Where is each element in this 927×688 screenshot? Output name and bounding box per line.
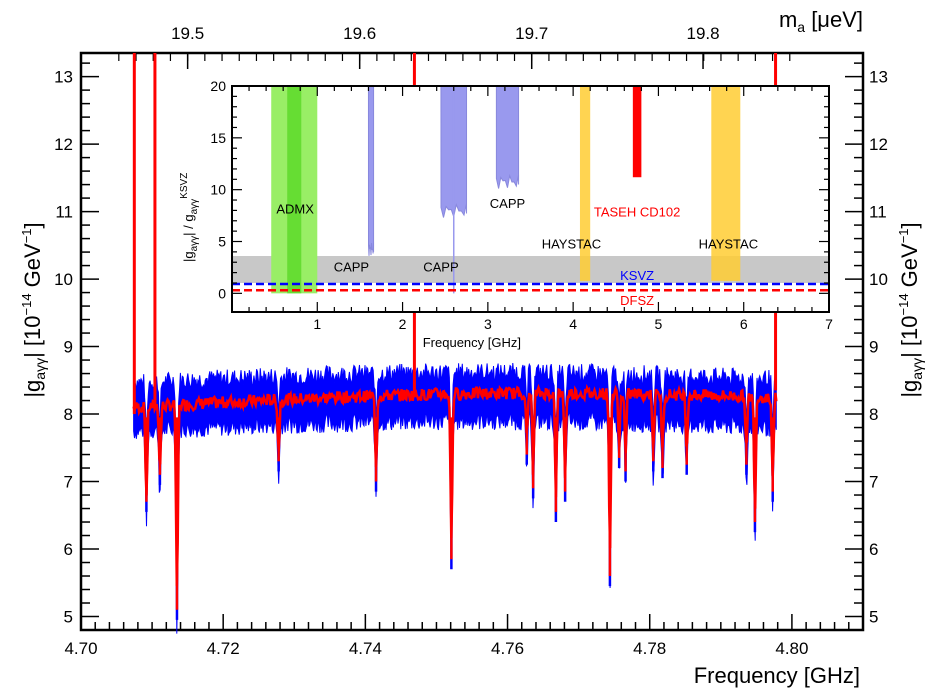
y-tick-label-right: 6 [869, 540, 878, 559]
capp-region [367, 85, 375, 256]
y-tick-label-right: 10 [869, 270, 888, 289]
inset-x-tick-label: 7 [825, 316, 833, 332]
right-axis-title: |gaγγ| [10−14 GeV−1] [896, 222, 925, 397]
y-tick-label-right: 7 [869, 473, 878, 492]
inset-x-tick-label: 1 [313, 316, 321, 332]
x-tick-label: 4.72 [207, 639, 240, 658]
inset-labels: ADMX CAPP CAPP CAPP HAYSTAC HAYSTAC TASEH CD10… [276, 196, 758, 308]
inset-region-label: ADMX [276, 201, 314, 216]
inset-y-tick-label: 5 [218, 234, 226, 250]
haystac-region [579, 86, 591, 281]
inset-x-tick-label: 5 [655, 316, 663, 332]
y-tick-label: 5 [64, 608, 73, 627]
y-tick-label: 10 [54, 270, 73, 289]
inset-region-label: HAYSTAC [542, 237, 601, 252]
inset-region-label: TASEH CD102 [594, 204, 680, 219]
left-axis-title: |gaγγ| [10−14 GeV−1] [19, 222, 48, 397]
inset-data [232, 85, 829, 294]
inset-x-tick-label: 3 [484, 316, 492, 332]
y-tick-label: 6 [64, 540, 73, 559]
top-tick-label: 19.5 [171, 24, 204, 43]
inset-y-tick-label: 10 [210, 182, 226, 198]
inset-y-tick-label: 0 [218, 285, 226, 301]
x-tick-label: 4.70 [64, 639, 97, 658]
inset-x-axis-title: Frequency [GHz] [423, 335, 521, 350]
main-tick-labels: 4.70 4.72 4.74 4.76 4.78 4.80 19.5 19.6 19.7 19.8… [54, 24, 888, 658]
x-tick-label: 4.74 [349, 639, 382, 658]
admx-region-core [287, 86, 302, 294]
y-tick-label-right: 13 [869, 68, 888, 87]
top-tick-label: 19.8 [686, 24, 719, 43]
y-tick-label: 8 [64, 405, 73, 424]
y-tick-label: 9 [64, 338, 73, 357]
dfsz-label: DFSZ [620, 293, 654, 308]
x-tick-label: 4.78 [633, 639, 666, 658]
inset-y-axis-title: |gaγγ| / gaγγKSVZ [179, 173, 200, 262]
capp-region [495, 85, 520, 189]
inset-region-label: CAPP [334, 259, 369, 274]
inset-region-label: HAYSTAC [699, 237, 758, 252]
inset-region-label: CAPP [423, 259, 458, 274]
inset-x-tick-label: 6 [740, 316, 748, 332]
inset-y-tick-label: 15 [210, 130, 226, 146]
inset-frame [231, 85, 830, 313]
main-data [132, 53, 778, 634]
y-tick-label-right: 8 [869, 405, 878, 424]
y-tick-label: 13 [54, 68, 73, 87]
limit-line [132, 383, 778, 586]
y-tick-label-right: 5 [869, 608, 878, 627]
ksvz-label: KSVZ [620, 268, 654, 283]
y-tick-label: 7 [64, 473, 73, 492]
main-plot-frame [79, 51, 865, 632]
taseh-region [632, 86, 642, 178]
inset-x-tick-label: 4 [569, 316, 577, 332]
haystac-region [711, 86, 741, 281]
top-tick-label: 19.6 [343, 24, 376, 43]
y-tick-label-right: 12 [869, 135, 888, 154]
y-tick-label-right: 11 [869, 203, 887, 222]
y-tick-label: 11 [55, 203, 73, 222]
main-ticks [80, 53, 864, 630]
bottom-axis-title: Frequency [GHz] [694, 663, 860, 688]
inset-region-label: CAPP [490, 196, 525, 211]
inset-x-tick-label: 2 [399, 316, 407, 332]
y-tick-label: 12 [54, 135, 73, 154]
inset-ticks: 1 2 3 4 5 6 7 0 5 10 15 20 [210, 78, 833, 332]
sensitivity-band [133, 362, 777, 634]
top-tick-label: 19.7 [515, 24, 548, 43]
inset-y-tick-label: 20 [210, 78, 226, 94]
top-axis-title: ma [μeV] [779, 7, 863, 35]
x-tick-label: 4.80 [775, 639, 808, 658]
y-tick-label-right: 9 [869, 338, 878, 357]
x-tick-label: 4.76 [491, 639, 524, 658]
